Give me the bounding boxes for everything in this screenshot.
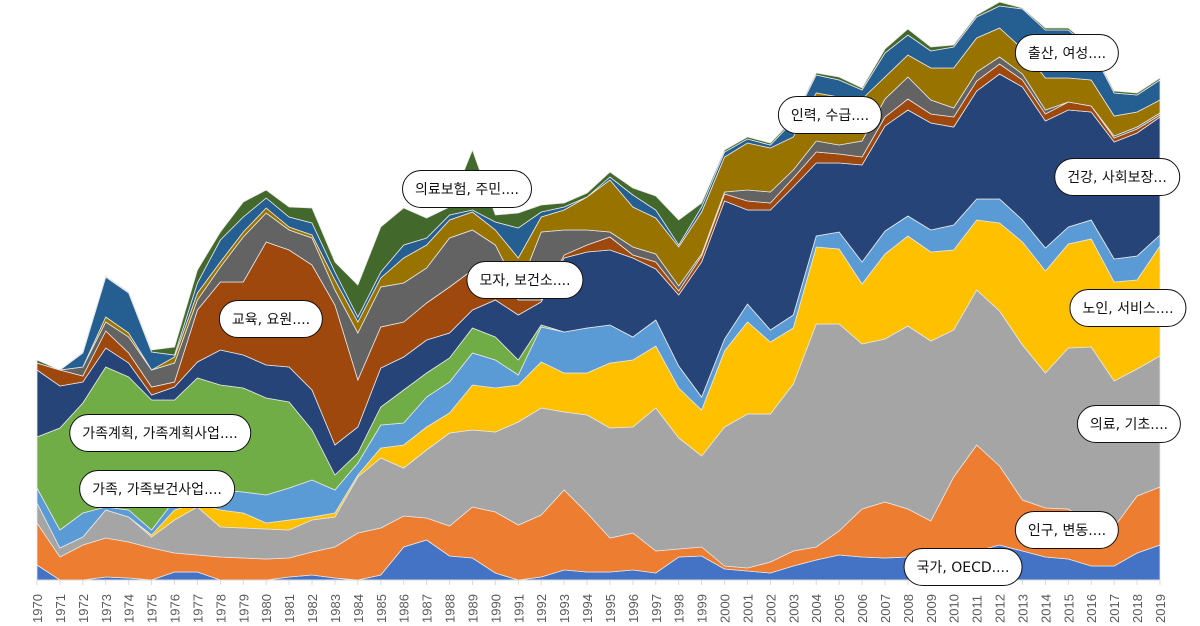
x-tick-label: 2018 [1130, 594, 1145, 623]
x-tick-label: 1987 [420, 594, 435, 623]
x-tick-label: 2016 [1084, 594, 1099, 623]
x-tick-label: 2007 [878, 594, 893, 623]
x-tick-label: 1988 [443, 594, 458, 623]
x-tick-label: 2015 [1061, 594, 1076, 623]
x-tick-label: 2004 [809, 594, 824, 623]
x-tick-label: 1976 [168, 594, 183, 623]
annotation-nation: 국가, OECD.... [903, 548, 1023, 586]
x-tick-label: 1970 [30, 594, 45, 623]
x-tick-label: 1993 [557, 594, 572, 623]
annotation-elderly: 노인, 서비스.... [1069, 289, 1187, 327]
x-tick-label: 2019 [1153, 594, 1168, 623]
x-tick-label: 1990 [488, 594, 503, 623]
x-tick-label: 1995 [603, 594, 618, 623]
x-tick-label: 1982 [305, 594, 320, 623]
x-tick-label: 1975 [145, 594, 160, 623]
annotation-birth: 출산, 여성.... [1014, 34, 1120, 72]
x-tick-label: 1971 [53, 594, 68, 623]
x-tick-label: 2013 [1015, 594, 1030, 623]
x-tick-label: 1981 [282, 594, 297, 623]
x-tick-label: 2001 [740, 594, 755, 623]
x-tick-label: 2017 [1107, 594, 1122, 623]
x-tick-label: 1997 [649, 594, 664, 623]
x-tick-label: 2011 [970, 595, 985, 623]
x-tick-label: 2010 [947, 594, 962, 623]
x-tick-label: 1992 [534, 594, 549, 623]
x-tick-label: 2012 [993, 594, 1008, 623]
annotation-family-health: 가족, 가족보건사업.... [79, 470, 235, 508]
x-axis-ticks: 1970 1971 1972 1973 1974 1975 1976 1977 1978 1979… [30, 580, 1168, 623]
annotation-medical-insurance: 의료보험, 주민.... [402, 170, 532, 208]
x-tick-label: 1994 [580, 594, 595, 623]
x-tick-label: 1996 [626, 594, 641, 623]
x-tick-label: 2008 [901, 594, 916, 623]
x-tick-label: 1972 [76, 594, 91, 623]
x-tick-label: 2002 [763, 594, 778, 623]
annotation-maternal: 모자, 보건소.... [466, 261, 584, 299]
annotation-health-welfare: 건강, 사회보장... [1054, 158, 1180, 196]
x-tick-label: 2014 [1038, 594, 1053, 623]
x-tick-label: 1979 [236, 594, 251, 623]
x-tick-label: 1986 [397, 594, 412, 623]
annotation-medical: 의료, 기초.... [1076, 405, 1182, 443]
x-tick-label: 1989 [465, 594, 480, 623]
x-tick-label: 2009 [924, 594, 939, 623]
x-tick-label: 1991 [511, 594, 526, 623]
x-tick-label: 2003 [786, 594, 801, 623]
x-tick-label: 2006 [855, 594, 870, 623]
x-tick-label: 1984 [351, 594, 366, 623]
x-tick-label: 1978 [213, 594, 228, 623]
annotation-workforce: 인력, 수급.... [777, 96, 883, 134]
x-tick-label: 1973 [99, 594, 114, 623]
x-tick-label: 1983 [328, 594, 343, 623]
x-tick-label: 1985 [374, 594, 389, 623]
x-tick-label: 1977 [190, 594, 205, 623]
area-layers [36, 1, 1161, 581]
x-tick-label: 1980 [259, 594, 274, 623]
annotation-education: 교육, 요원.... [218, 300, 324, 338]
x-tick-label: 1998 [672, 594, 687, 623]
annotation-population: 인구, 변동.... [1014, 511, 1120, 549]
x-tick-label: 1999 [695, 594, 710, 623]
x-tick-label: 2000 [718, 594, 733, 623]
area-series-11 [36, 1, 1161, 371]
annotation-family-planning: 가족계획, 가족계획사업.... [69, 414, 251, 452]
x-tick-label: 1974 [122, 594, 137, 623]
x-tick-label: 2005 [832, 594, 847, 623]
